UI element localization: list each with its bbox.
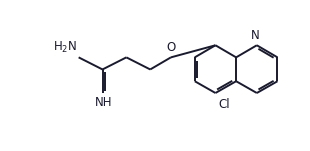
Text: H$_2$N: H$_2$N [53, 40, 77, 55]
Text: O: O [166, 41, 175, 54]
Text: Cl: Cl [219, 98, 230, 111]
Text: NH: NH [95, 96, 112, 109]
Text: N: N [251, 29, 259, 42]
